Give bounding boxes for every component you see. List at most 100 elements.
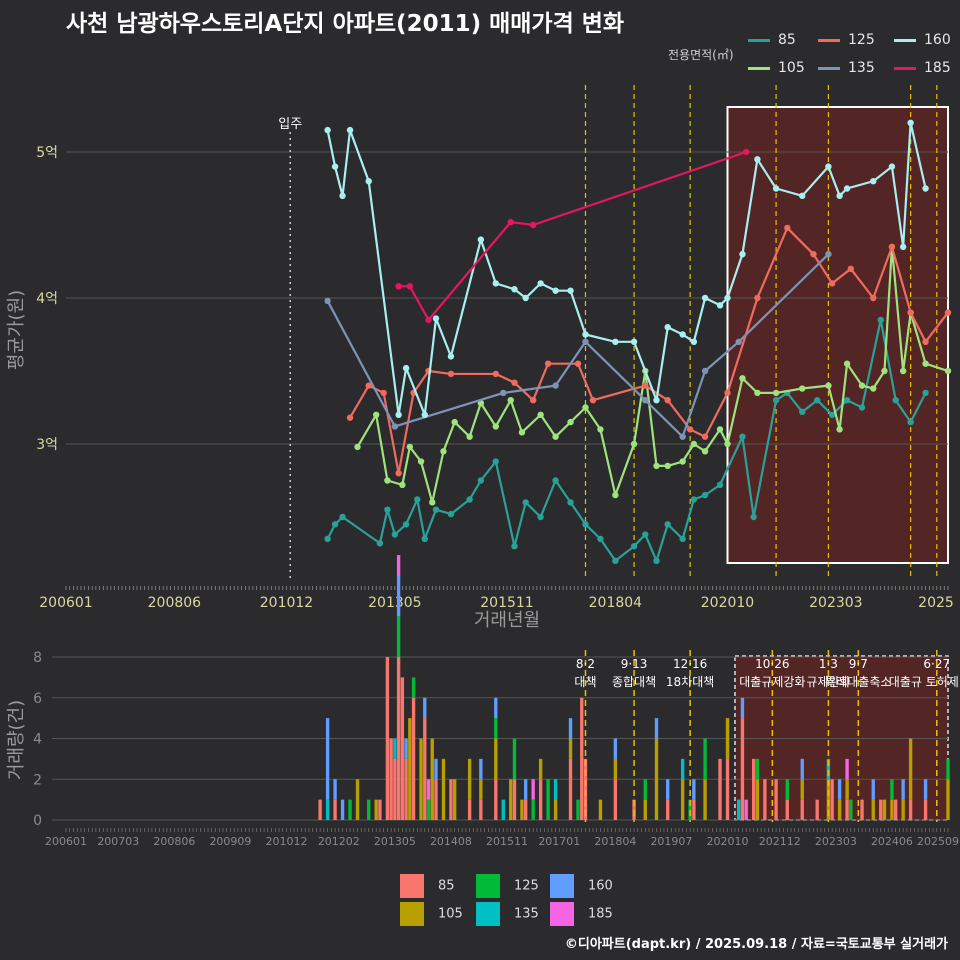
bar-105 [946, 779, 950, 820]
data-point-85 [679, 535, 686, 543]
data-point-85 [739, 433, 746, 440]
data-point-105 [799, 385, 806, 392]
data-point-85 [813, 397, 821, 404]
bar-105 [494, 738, 498, 780]
data-point-160 [888, 163, 896, 170]
data-point-125 [642, 382, 649, 389]
data-point-125 [664, 397, 671, 404]
bar-x-tick-label: 201202 [318, 835, 360, 848]
bar-160 [404, 738, 408, 759]
data-point-160 [679, 331, 686, 338]
data-point-125 [810, 251, 817, 258]
chart-title: 사천 남광하우스토리A단지 아파트(2011) 매매가격 변화 [66, 11, 625, 37]
bar-160 [871, 779, 875, 800]
data-point-105 [612, 491, 619, 499]
data-point-125 [511, 379, 518, 386]
event-date-label: 9·13 [621, 657, 648, 671]
bar-85 [923, 799, 928, 820]
data-point-160 [365, 178, 372, 185]
data-point-105 [772, 389, 780, 397]
bar-85 [740, 718, 745, 820]
data-point-85 [567, 499, 574, 506]
data-point-105 [653, 462, 660, 470]
bar-125 [946, 758, 950, 780]
bar-legend-swatch [476, 902, 500, 926]
bar-85 [893, 799, 898, 820]
data-point-135 [324, 297, 331, 305]
legend-item-105: 105 [748, 60, 805, 78]
data-point-160 [511, 286, 518, 293]
bar-160 [837, 779, 842, 800]
data-point-160 [582, 331, 589, 338]
data-point-105 [440, 448, 447, 455]
data-point-85 [391, 531, 399, 538]
data-point-105 [492, 423, 499, 430]
bar-160 [568, 718, 573, 739]
data-point-105 [881, 367, 888, 375]
data-point-105 [679, 458, 686, 465]
bar-125 [688, 799, 692, 820]
data-point-125 [888, 243, 896, 251]
data-point-185 [425, 316, 432, 324]
data-point-105 [899, 367, 907, 375]
data-point-125 [395, 470, 402, 477]
data-point-85 [907, 418, 914, 426]
bar-185 [426, 779, 431, 800]
data-point-85 [339, 513, 346, 521]
bar-85 [725, 758, 730, 820]
bar-125 [348, 799, 352, 820]
bar-85 [763, 779, 767, 820]
data-point-125 [544, 360, 552, 367]
x-axis-label: 거래년월 [474, 610, 540, 631]
data-point-85 [701, 491, 709, 499]
data-point-160 [552, 287, 559, 294]
data-point-105 [739, 375, 746, 382]
legend-swatch [748, 66, 770, 70]
bar-legend-swatch [476, 874, 500, 898]
data-point-85 [582, 521, 589, 528]
move-in-label: 입주 [278, 117, 302, 132]
data-point-85 [447, 510, 455, 518]
data-point-105 [507, 397, 514, 404]
bar-105 [908, 738, 913, 800]
bar-y-tick-label: 8 [33, 650, 42, 666]
event-name-label: 규제완화 [806, 675, 850, 689]
bar-105 [408, 718, 412, 820]
bar-160 [613, 738, 618, 759]
data-point-85 [421, 535, 428, 543]
bar-legend-item-125: 125 [476, 874, 539, 898]
bar-legend-item-85: 85 [400, 874, 455, 898]
event-date-label: 8·2 [576, 657, 595, 671]
bar-105 [703, 779, 707, 820]
data-point-125 [724, 389, 731, 397]
legend-swatch [818, 66, 840, 70]
data-point-85 [690, 496, 698, 503]
legend-swatch [748, 38, 770, 42]
bar-85 [830, 779, 834, 820]
legend-item-185: 185 [894, 60, 951, 78]
bar-legend-item-135: 135 [476, 902, 539, 926]
bar-125 [531, 799, 535, 820]
bar-185 [396, 555, 401, 576]
x-tick-label: 2025 [918, 595, 954, 611]
bar-105 [901, 799, 905, 820]
event-date-label: 6·27 [923, 657, 950, 671]
x-tick-label: 201804 [589, 595, 643, 611]
bar-125 [411, 677, 416, 698]
bar-85 [449, 779, 453, 820]
data-point-85 [324, 535, 331, 543]
bar-185 [845, 758, 849, 780]
data-point-135 [582, 338, 589, 345]
bar-125 [367, 799, 371, 820]
data-point-105 [567, 418, 574, 426]
bar-x-tick-label: 200909 [209, 835, 251, 848]
data-point-125 [828, 280, 836, 287]
data-point-125 [754, 294, 761, 302]
source-footer: ©디아파트(dapt.kr) / 2025.09.18 / 자료=국토교통부 실… [564, 937, 948, 952]
data-point-160 [907, 119, 914, 127]
bar-105 [568, 738, 573, 759]
legend-swatch [894, 66, 916, 70]
data-point-160 [899, 243, 907, 251]
bar-x-tick-label: 201511 [486, 835, 528, 848]
data-point-160 [825, 163, 832, 170]
